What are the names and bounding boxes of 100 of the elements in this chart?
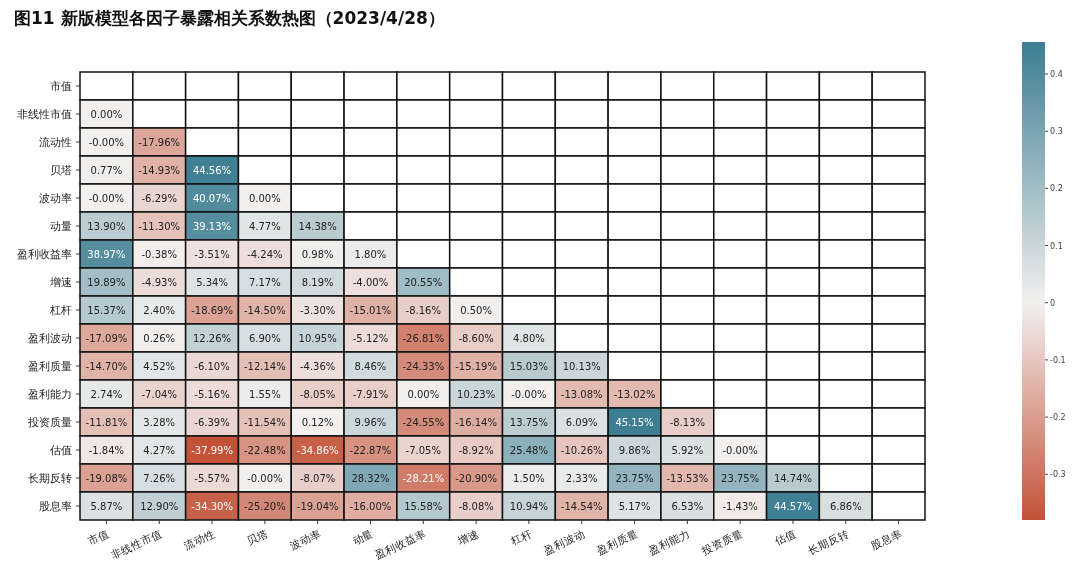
data-label: -8.92% [458, 445, 494, 456]
data-label: -4.93% [141, 277, 177, 288]
data-label: 7.17% [248, 277, 281, 288]
color-bar-label: 0.1 [1050, 241, 1063, 251]
data-label: 25.48% [509, 445, 548, 456]
data-label: -6.10% [194, 361, 230, 372]
data-label: -19.08% [85, 473, 128, 484]
data-label: 6.09% [565, 417, 598, 428]
data-label: 10.23% [457, 389, 496, 400]
data-label: -34.30% [191, 501, 233, 512]
color-bar-label: 0.4 [1050, 70, 1063, 80]
data-label: 7.26% [143, 473, 176, 484]
data-label: 5.87% [90, 501, 123, 512]
x-tick-label: 估值 [772, 526, 798, 548]
data-label: 40.07% [192, 193, 232, 204]
x-tick-label: 杠杆 [507, 526, 534, 548]
data-label: 28.32% [351, 473, 390, 484]
data-label: -26.81% [402, 333, 445, 344]
chart-title: 图11 新版模型各因子暴露相关系数热图（2023/4/28） [14, 8, 445, 28]
data-label: -15.01% [349, 305, 392, 316]
data-label: 10.94% [509, 501, 548, 512]
data-label: 0.50% [460, 305, 492, 316]
x-tick-label: 盈利波动 [541, 526, 587, 557]
color-bar-label: -0.2 [1050, 413, 1066, 423]
data-label: -8.16% [405, 305, 441, 316]
data-label: 12.90% [140, 501, 179, 512]
data-label: -34.86% [296, 445, 339, 456]
data-label: 15.03% [509, 361, 548, 372]
data-label: 12.26% [192, 333, 232, 344]
data-label: -1.84% [88, 445, 125, 456]
data-label: 13.90% [87, 221, 126, 232]
data-label: 9.96% [354, 417, 387, 428]
x-tick-label: 非线性市值 [109, 526, 165, 562]
data-label: -16.00% [349, 501, 392, 512]
data-label: 10.95% [298, 333, 337, 344]
data-label: -0.00% [511, 389, 547, 400]
x-tick-label: 贝塔 [244, 526, 270, 548]
data-label: 2.40% [143, 305, 176, 316]
x-tick-label: 长期反转 [805, 526, 851, 557]
data-label: -14.50% [243, 305, 286, 316]
data-label: -14.93% [138, 165, 181, 176]
data-label: -7.04% [141, 389, 177, 400]
data-label: -5.12% [352, 333, 389, 344]
data-label: 1.55% [248, 389, 281, 400]
data-label: 15.58% [404, 501, 443, 512]
data-label: -7.05% [405, 445, 441, 456]
data-label: -15.19% [455, 361, 497, 372]
data-label: -8.08% [458, 501, 494, 512]
data-label: -4.00% [352, 277, 389, 288]
y-tick-label: 动量 [50, 220, 72, 232]
x-tick-label: 流动性 [181, 526, 217, 552]
data-label: 0.00% [248, 193, 281, 204]
x-tick-label: 股息率 [868, 526, 904, 552]
data-label: -28.21% [402, 473, 445, 484]
data-label: 0.98% [301, 249, 334, 260]
x-tick-label: 市值 [86, 526, 112, 548]
data-label: 19.89% [87, 277, 126, 288]
data-label: -0.00% [88, 137, 125, 148]
data-label: 2.74% [90, 389, 123, 400]
data-label: 23.75% [721, 473, 760, 484]
data-label: -19.04% [296, 501, 339, 512]
y-tick-label: 非线性市值 [17, 108, 72, 120]
data-label: -24.55% [402, 417, 445, 428]
data-label: 14.38% [298, 221, 337, 232]
data-label: 6.86% [829, 501, 862, 512]
y-tick-label: 盈利波动 [28, 332, 72, 344]
data-label: -13.08% [560, 389, 603, 400]
data-label: -4.24% [247, 249, 283, 260]
y-tick-label: 杠杆 [49, 304, 72, 316]
data-label: 20.55% [404, 277, 443, 288]
data-label: -22.48% [243, 445, 286, 456]
data-label: -18.69% [191, 305, 233, 316]
color-bar-label: 0.3 [1050, 127, 1063, 137]
y-tick-label: 估值 [50, 444, 72, 456]
data-label: 45.15% [615, 417, 654, 428]
data-label: -24.33% [402, 361, 445, 372]
data-label: -11.54% [243, 417, 286, 428]
data-label: 13.75% [509, 417, 548, 428]
data-label: -0.00% [88, 193, 125, 204]
color-bar-label: -0.3 [1050, 470, 1066, 480]
data-label: 8.19% [301, 277, 334, 288]
y-tick-label: 贝塔 [50, 164, 72, 176]
data-label: 4.27% [143, 445, 176, 456]
data-label: -17.09% [85, 333, 128, 344]
data-label: 14.74% [773, 473, 813, 484]
data-label: 4.52% [143, 361, 176, 372]
data-label: 0.77% [90, 165, 123, 176]
color-bar-label: 0 [1050, 298, 1056, 308]
data-label: -14.70% [85, 361, 128, 372]
y-tick-label: 盈利能力 [28, 388, 72, 400]
y-tick-label: 盈利收益率 [17, 248, 72, 260]
x-tick-label: 盈利质量 [594, 526, 640, 557]
y-tick-label: 市值 [50, 80, 72, 92]
data-label: -11.81% [85, 417, 128, 428]
data-label: -14.54% [560, 501, 603, 512]
data-label: -5.57% [194, 473, 230, 484]
data-label: 6.53% [671, 501, 704, 512]
data-label: 4.80% [513, 333, 545, 344]
y-tick-label: 流动性 [39, 136, 72, 148]
x-tick-label: 增速 [455, 526, 481, 548]
